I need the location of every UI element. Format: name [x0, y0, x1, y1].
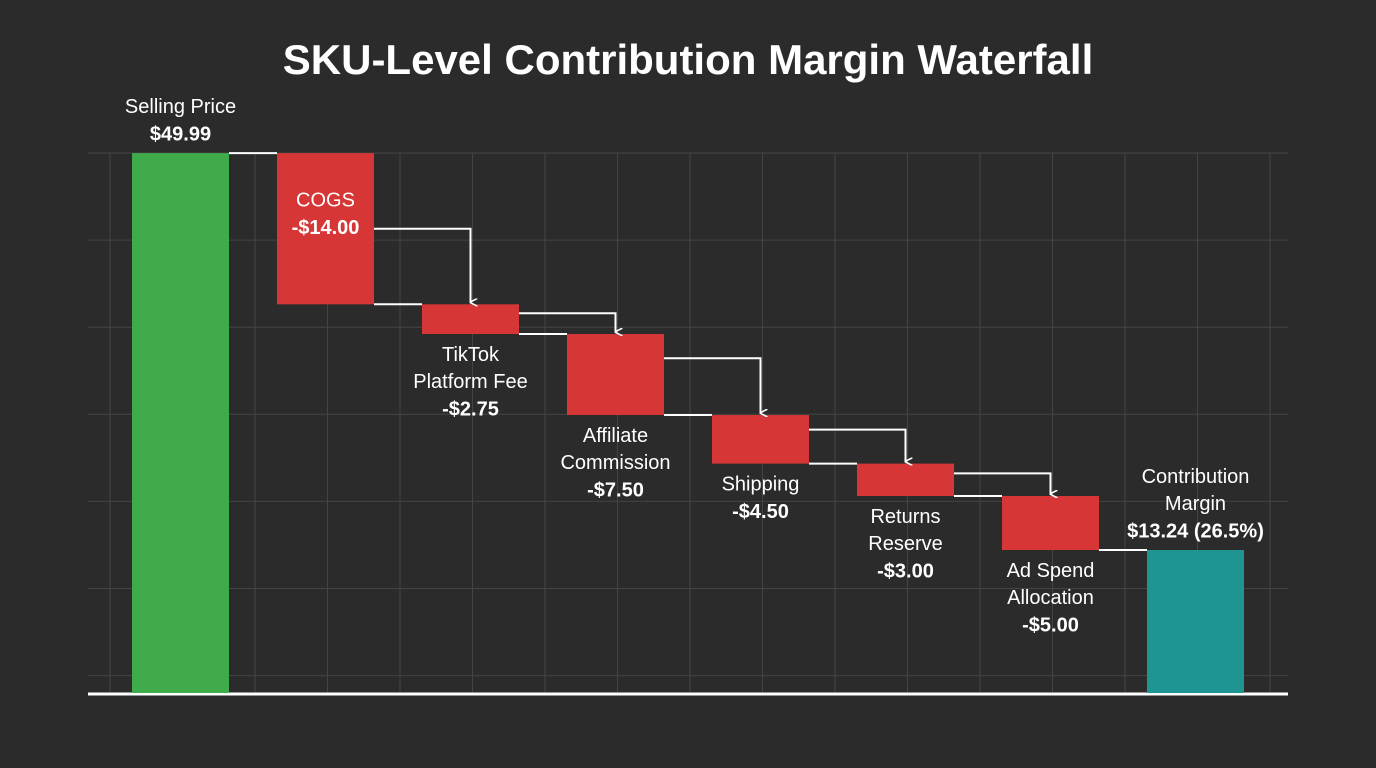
value-label: -$4.50: [732, 501, 789, 523]
category-label: Contribution Margin: [1142, 466, 1250, 515]
bar: [857, 463, 954, 497]
value-label: $13.24 (26.5%): [1127, 520, 1264, 542]
value-label: -$5.00: [1022, 614, 1079, 636]
category-label: TikTok Platform Fee: [413, 344, 527, 393]
chart-title: SKU-Level Contribution Margin Waterfall: [283, 36, 1093, 83]
category-label: COGS: [296, 190, 355, 212]
value-label: -$3.00: [877, 560, 934, 582]
category-label: Affiliate Commission: [560, 425, 670, 474]
category-label: Ad Spend Allocation: [1007, 560, 1095, 609]
bar: [1147, 550, 1244, 693]
value-label: $49.99: [150, 123, 211, 145]
bar: [712, 415, 809, 464]
bar: [132, 153, 229, 693]
category-label: Returns Reserve: [868, 506, 942, 555]
category-label: Selling Price: [125, 96, 236, 118]
bar: [277, 153, 374, 305]
flow-arrow: [519, 312, 616, 332]
category-label: Shipping: [722, 474, 800, 496]
flow-arrow: [664, 357, 761, 413]
bar: [1002, 496, 1099, 551]
bar: [422, 304, 519, 335]
flow-arrow: [809, 428, 906, 462]
value-label: -$2.75: [442, 398, 499, 420]
value-label: -$7.50: [587, 479, 644, 501]
grid: [88, 152, 1288, 693]
bar: [567, 334, 664, 416]
value-label: -$14.00: [292, 217, 360, 239]
flow-arrow: [954, 472, 1051, 494]
flow-arrow: [374, 227, 471, 303]
